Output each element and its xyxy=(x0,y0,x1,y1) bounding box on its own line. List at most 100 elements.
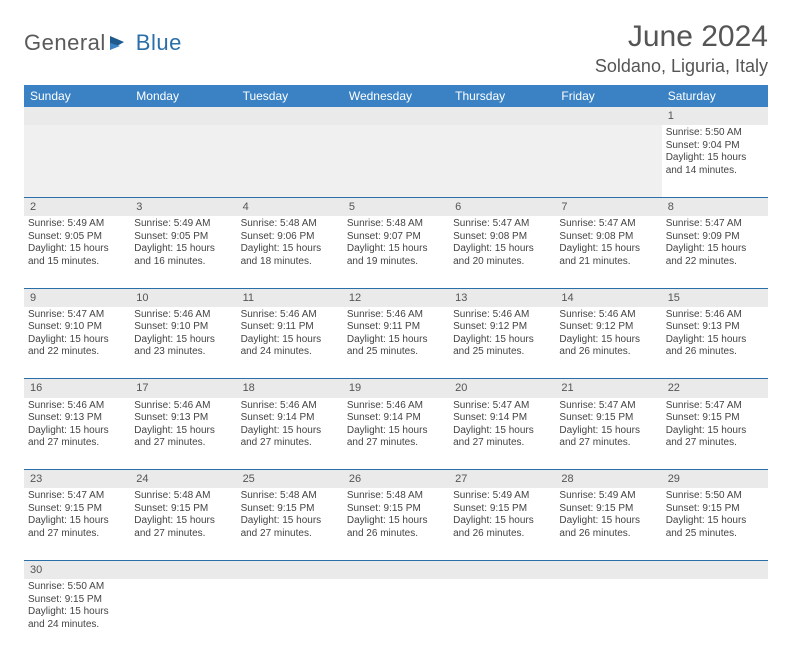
day-detail-line: Daylight: 15 hours xyxy=(134,515,232,528)
day-cell: Sunrise: 5:48 AMSunset: 9:06 PMDaylight:… xyxy=(237,216,343,288)
day-detail-line: Daylight: 15 hours xyxy=(453,243,551,256)
day-detail-line: Sunrise: 5:47 AM xyxy=(28,309,126,322)
day-detail-line: Sunset: 9:15 PM xyxy=(28,503,126,516)
day-detail-line: Sunrise: 5:47 AM xyxy=(666,400,764,413)
day-detail-line: Sunset: 9:05 PM xyxy=(28,231,126,244)
day-detail-line: Sunrise: 5:46 AM xyxy=(28,400,126,413)
day-detail-line: Sunrise: 5:47 AM xyxy=(453,400,551,413)
day-detail-line: Daylight: 15 hours xyxy=(134,334,232,347)
day-cell: Sunrise: 5:47 AMSunset: 9:14 PMDaylight:… xyxy=(449,398,555,470)
day-detail-line: and 22 minutes. xyxy=(28,346,126,359)
day-number-cell: 13 xyxy=(449,288,555,307)
day-detail-line: Sunset: 9:10 PM xyxy=(134,321,232,334)
day-detail-line: Sunset: 9:14 PM xyxy=(453,412,551,425)
day-number-cell: 10 xyxy=(130,288,236,307)
day-detail-line: Daylight: 15 hours xyxy=(453,334,551,347)
day-number-cell: 7 xyxy=(555,197,661,216)
day-number-cell xyxy=(343,107,449,125)
day-detail-line: Daylight: 15 hours xyxy=(559,515,657,528)
day-number-cell: 11 xyxy=(237,288,343,307)
day-detail-line: Sunset: 9:15 PM xyxy=(134,503,232,516)
day-detail-line: Daylight: 15 hours xyxy=(28,425,126,438)
logo-text-blue: Blue xyxy=(136,30,182,55)
day-detail-line: Sunset: 9:11 PM xyxy=(241,321,339,334)
day-number-cell: 27 xyxy=(449,470,555,489)
day-number-cell xyxy=(343,560,449,579)
day-number-cell: 29 xyxy=(662,470,768,489)
day-detail-line: Sunrise: 5:48 AM xyxy=(347,490,445,503)
day-detail-line: Sunrise: 5:46 AM xyxy=(453,309,551,322)
day-detail-line: Daylight: 15 hours xyxy=(666,515,764,528)
col-sunday: Sunday xyxy=(24,85,130,107)
day-number-cell: 9 xyxy=(24,288,130,307)
day-cell: Sunrise: 5:46 AMSunset: 9:13 PMDaylight:… xyxy=(662,307,768,379)
week-row: Sunrise: 5:50 AMSunset: 9:15 PMDaylight:… xyxy=(24,579,768,651)
day-detail-line: Sunset: 9:15 PM xyxy=(347,503,445,516)
day-detail-line: Sunrise: 5:47 AM xyxy=(453,218,551,231)
day-cell: Sunrise: 5:47 AMSunset: 9:15 PMDaylight:… xyxy=(24,488,130,560)
day-cell xyxy=(555,579,661,651)
day-detail-line: and 25 minutes. xyxy=(666,528,764,541)
day-detail-line: Sunset: 9:15 PM xyxy=(241,503,339,516)
day-detail-line: Sunrise: 5:49 AM xyxy=(28,218,126,231)
day-detail-line: and 26 minutes. xyxy=(453,528,551,541)
day-detail-line: Daylight: 15 hours xyxy=(559,425,657,438)
day-detail-line: Sunrise: 5:50 AM xyxy=(28,581,126,594)
day-detail-line: and 27 minutes. xyxy=(347,437,445,450)
day-detail-line: and 27 minutes. xyxy=(666,437,764,450)
day-detail-line: and 27 minutes. xyxy=(28,437,126,450)
daynum-row: 16171819202122 xyxy=(24,379,768,398)
day-detail-line: Sunset: 9:13 PM xyxy=(666,321,764,334)
day-cell: Sunrise: 5:47 AMSunset: 9:15 PMDaylight:… xyxy=(662,398,768,470)
day-detail-line: Sunrise: 5:46 AM xyxy=(241,400,339,413)
day-cell: Sunrise: 5:46 AMSunset: 9:11 PMDaylight:… xyxy=(343,307,449,379)
day-cell: Sunrise: 5:46 AMSunset: 9:14 PMDaylight:… xyxy=(237,398,343,470)
day-number-cell: 18 xyxy=(237,379,343,398)
day-cell: Sunrise: 5:46 AMSunset: 9:10 PMDaylight:… xyxy=(130,307,236,379)
day-cell: Sunrise: 5:50 AMSunset: 9:15 PMDaylight:… xyxy=(662,488,768,560)
day-detail-line: and 20 minutes. xyxy=(453,256,551,269)
day-cell: Sunrise: 5:49 AMSunset: 9:15 PMDaylight:… xyxy=(555,488,661,560)
day-detail-line: and 22 minutes. xyxy=(666,256,764,269)
day-number-cell: 1 xyxy=(662,107,768,125)
day-detail-line: Sunset: 9:15 PM xyxy=(559,503,657,516)
day-number-cell: 21 xyxy=(555,379,661,398)
day-number-cell xyxy=(449,560,555,579)
col-saturday: Saturday xyxy=(662,85,768,107)
day-cell: Sunrise: 5:46 AMSunset: 9:14 PMDaylight:… xyxy=(343,398,449,470)
day-number-cell xyxy=(130,560,236,579)
day-detail-line: and 24 minutes. xyxy=(241,346,339,359)
day-cell xyxy=(130,125,236,197)
day-number-cell xyxy=(24,107,130,125)
day-detail-line: Daylight: 15 hours xyxy=(241,425,339,438)
day-number-cell: 17 xyxy=(130,379,236,398)
day-detail-line: Sunrise: 5:48 AM xyxy=(134,490,232,503)
day-detail-line: Daylight: 15 hours xyxy=(241,243,339,256)
week-row: Sunrise: 5:46 AMSunset: 9:13 PMDaylight:… xyxy=(24,398,768,470)
day-number-cell xyxy=(449,107,555,125)
day-detail-line: and 26 minutes. xyxy=(559,528,657,541)
day-cell: Sunrise: 5:48 AMSunset: 9:15 PMDaylight:… xyxy=(237,488,343,560)
day-number-cell xyxy=(237,107,343,125)
day-detail-line: Daylight: 15 hours xyxy=(559,334,657,347)
day-number-cell: 6 xyxy=(449,197,555,216)
day-number-cell: 12 xyxy=(343,288,449,307)
day-detail-line: Daylight: 15 hours xyxy=(347,243,445,256)
day-detail-line: Sunset: 9:06 PM xyxy=(241,231,339,244)
day-detail-line: and 27 minutes. xyxy=(28,528,126,541)
day-number-cell: 26 xyxy=(343,470,449,489)
day-number-cell: 15 xyxy=(662,288,768,307)
day-detail-line: and 27 minutes. xyxy=(453,437,551,450)
daynum-row: 23242526272829 xyxy=(24,470,768,489)
day-detail-line: Sunrise: 5:46 AM xyxy=(241,309,339,322)
day-detail-line: Sunrise: 5:47 AM xyxy=(666,218,764,231)
day-number-cell xyxy=(662,560,768,579)
daynum-row: 30 xyxy=(24,560,768,579)
day-detail-line: and 27 minutes. xyxy=(559,437,657,450)
day-cell: Sunrise: 5:48 AMSunset: 9:15 PMDaylight:… xyxy=(343,488,449,560)
day-cell xyxy=(555,125,661,197)
day-cell: Sunrise: 5:49 AMSunset: 9:05 PMDaylight:… xyxy=(130,216,236,288)
day-detail-line: Sunset: 9:15 PM xyxy=(559,412,657,425)
day-detail-line: Sunset: 9:12 PM xyxy=(559,321,657,334)
day-detail-line: Sunrise: 5:46 AM xyxy=(666,309,764,322)
